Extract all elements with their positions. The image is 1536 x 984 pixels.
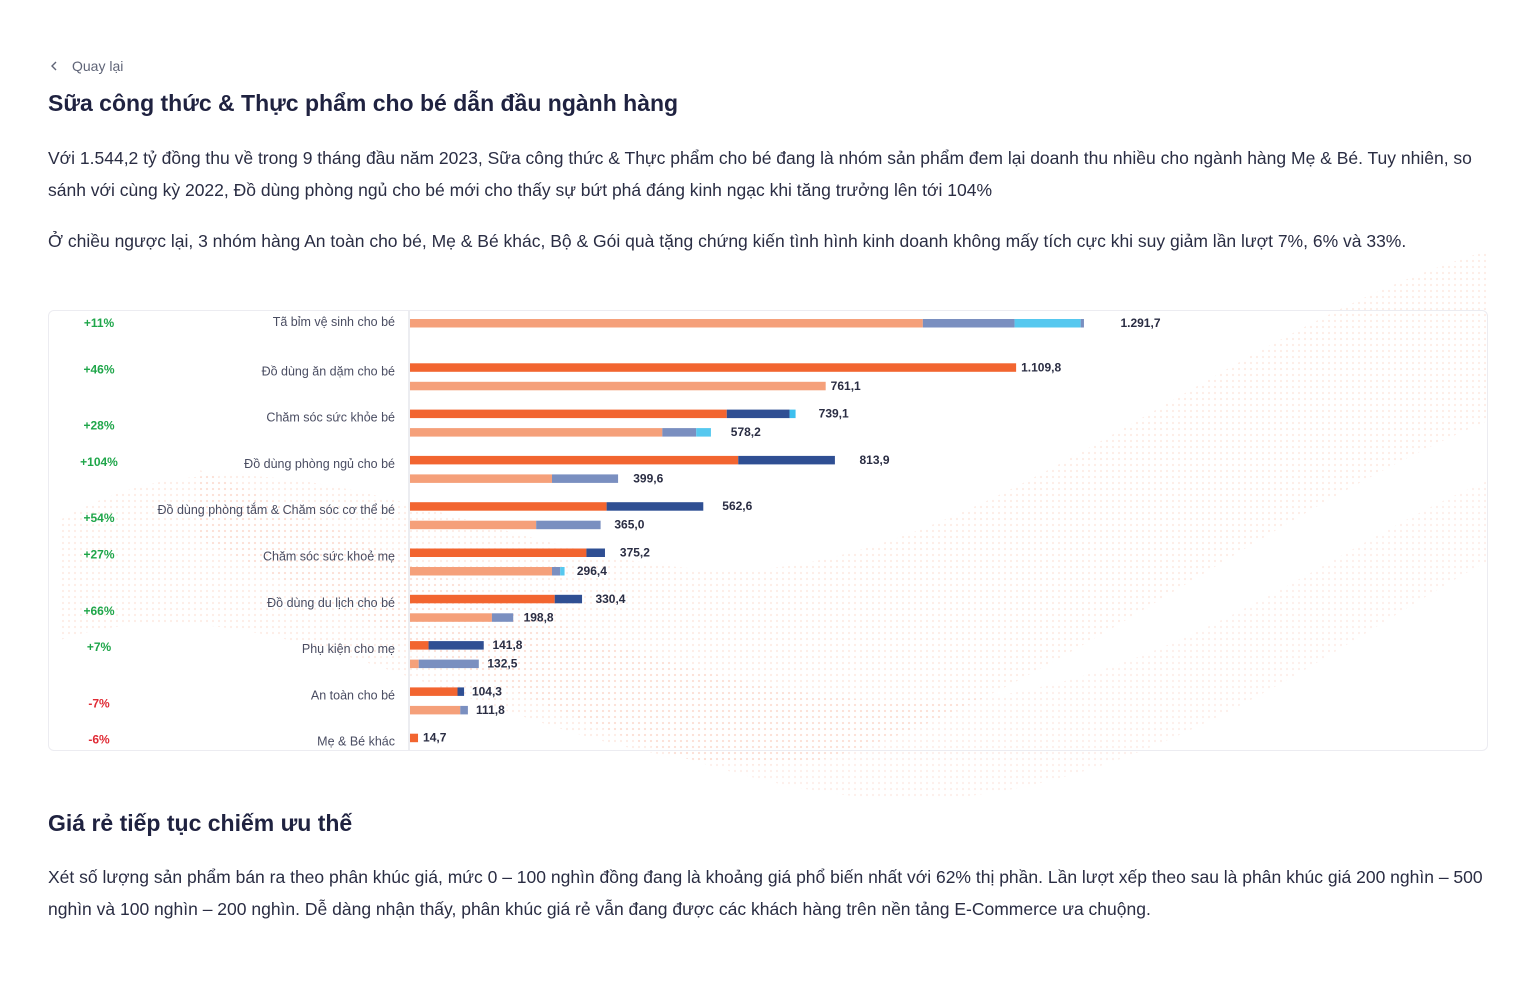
growth-label: -6% (88, 733, 110, 747)
growth-label: +46% (83, 362, 114, 376)
category-label: Tã bỉm vệ sinh cho bé (273, 315, 395, 329)
category-label: An toàn cho bé (311, 688, 395, 702)
section2-title: Giá rẻ tiếp tục chiếm ưu thế (48, 810, 353, 836)
bar-2023-segment (457, 687, 465, 696)
category-label: Đồ dùng phòng tắm & Chăm sóc cơ thể bé (158, 502, 396, 517)
bar-2022-segment (696, 428, 711, 437)
bar-2022-segment (536, 520, 601, 530)
bar-2022-segment (410, 705, 461, 715)
bar-2023-value-label: 1.109,8 (1021, 360, 1061, 374)
bar-2022-segment (410, 474, 552, 483)
revenue-chart-card: Tã bỉm vệ sinh cho bé +11% 1.291,7 Đồ dùng … (48, 310, 1488, 751)
bar-2022-segment (1014, 319, 1081, 328)
bar-2022-segment (560, 567, 565, 576)
category-label: Đồ dùng du lịch cho bé (267, 596, 395, 610)
bar-2022-segment (552, 474, 619, 483)
bar-2022-segment (410, 319, 923, 328)
growth-label: -7% (88, 696, 110, 710)
bar-2022-segment (552, 567, 561, 576)
bar-2023-segment (410, 363, 1017, 372)
bar-2023-value-label: 562,6 (722, 499, 752, 513)
section2-paragraph: Xét số lượng sản phẩm bán ra theo phân k… (48, 867, 1483, 919)
bar-2023-value-label: 375,2 (620, 546, 650, 560)
category-label: Chăm sóc sức khỏe bé (266, 411, 395, 425)
bar-2023-segment (554, 594, 583, 604)
bar-2023-segment (410, 409, 727, 419)
bar-2022-segment (491, 613, 514, 622)
bar-2022-segment (418, 659, 479, 669)
bar-2023-segment (428, 641, 484, 650)
category-label: Đồ dùng ăn dặm cho bé (262, 364, 395, 378)
bar-2023-value-label: 739,1 (819, 407, 849, 421)
bar-2022-value-label: 132,5 (487, 657, 517, 671)
bar-2022-value-label: 399,6 (633, 471, 663, 485)
back-link[interactable]: Quay lại (48, 58, 123, 74)
bar-2022-value-label: 578,2 (731, 425, 761, 439)
bar-2022-segment (1080, 319, 1084, 328)
bar-2022-segment (662, 428, 697, 437)
revenue-bar-chart: Tã bỉm vệ sinh cho bé +11% 1.291,7 Đồ dùng … (80, 311, 1161, 750)
bar-2022-segment (410, 520, 537, 530)
bar-2023-segment (726, 409, 790, 419)
bar-2022-segment (410, 381, 826, 391)
bar-2022-segment (922, 319, 1015, 328)
bar-2023-segment (789, 409, 796, 419)
bar-2022-value-label: 198,8 (524, 610, 554, 624)
section-paragraph-1: Với 1.544,2 tỷ đồng thu về trong 9 tháng… (48, 148, 1472, 200)
bar-2023-segment (606, 502, 704, 511)
growth-label: +54% (83, 511, 114, 525)
chevron-left-icon (51, 61, 57, 71)
bar-2022-value-label: 1.291,7 (1120, 316, 1160, 330)
bar-2023-segment (410, 687, 458, 696)
bar-2022-value-label: 761,1 (831, 379, 861, 393)
bar-2023-segment (410, 455, 739, 465)
bar-2023-segment (410, 594, 555, 604)
bar-2023-segment (410, 641, 429, 650)
bar-2022-value-label: 365,0 (614, 518, 644, 532)
bar-2022-segment (410, 659, 419, 669)
bar-2023-value-label: 330,4 (595, 592, 625, 606)
category-label: Đồ dùng phòng ngủ cho bé (244, 457, 395, 471)
growth-label: +7% (87, 640, 112, 654)
bar-2022-value-label: 296,4 (577, 564, 607, 578)
bar-2023-segment (586, 548, 605, 557)
category-label: Mẹ & Bé khác (317, 735, 395, 749)
bar-2023-value-label: 14,7 (423, 731, 447, 745)
growth-label: +27% (83, 548, 114, 562)
bar-2022-value-label: 111,8 (476, 703, 505, 717)
section-title: Sữa công thức & Thực phẩm cho bé dẫn đầu… (48, 90, 679, 116)
category-label: Chăm sóc sức khoẻ mẹ (263, 550, 395, 564)
bar-2022-segment (410, 567, 552, 576)
growth-label: +66% (83, 604, 114, 618)
bar-2022-segment (460, 705, 468, 715)
bar-2023-segment (410, 502, 607, 511)
section-paragraph-2: Ở chiều ngược lại, 3 nhóm hàng An toàn c… (48, 231, 1407, 251)
bar-2023-segment (410, 733, 419, 743)
bar-2023-segment (738, 455, 835, 465)
growth-label: +28% (83, 419, 114, 433)
bar-2022-segment (410, 613, 492, 622)
bar-2023-segment (410, 548, 587, 557)
bar-2023-value-label: 813,9 (860, 453, 890, 467)
bar-2022-segment (410, 428, 663, 437)
bar-2023-value-label: 141,8 (492, 638, 522, 652)
category-label: Phụ kiện cho mẹ (302, 642, 395, 656)
growth-label: +104% (80, 455, 118, 469)
bar-2022-value-label: 15,7 (424, 749, 448, 750)
back-label: Quay lại (72, 58, 124, 74)
growth-label: +11% (84, 316, 115, 330)
bar-2023-value-label: 104,3 (472, 684, 502, 698)
